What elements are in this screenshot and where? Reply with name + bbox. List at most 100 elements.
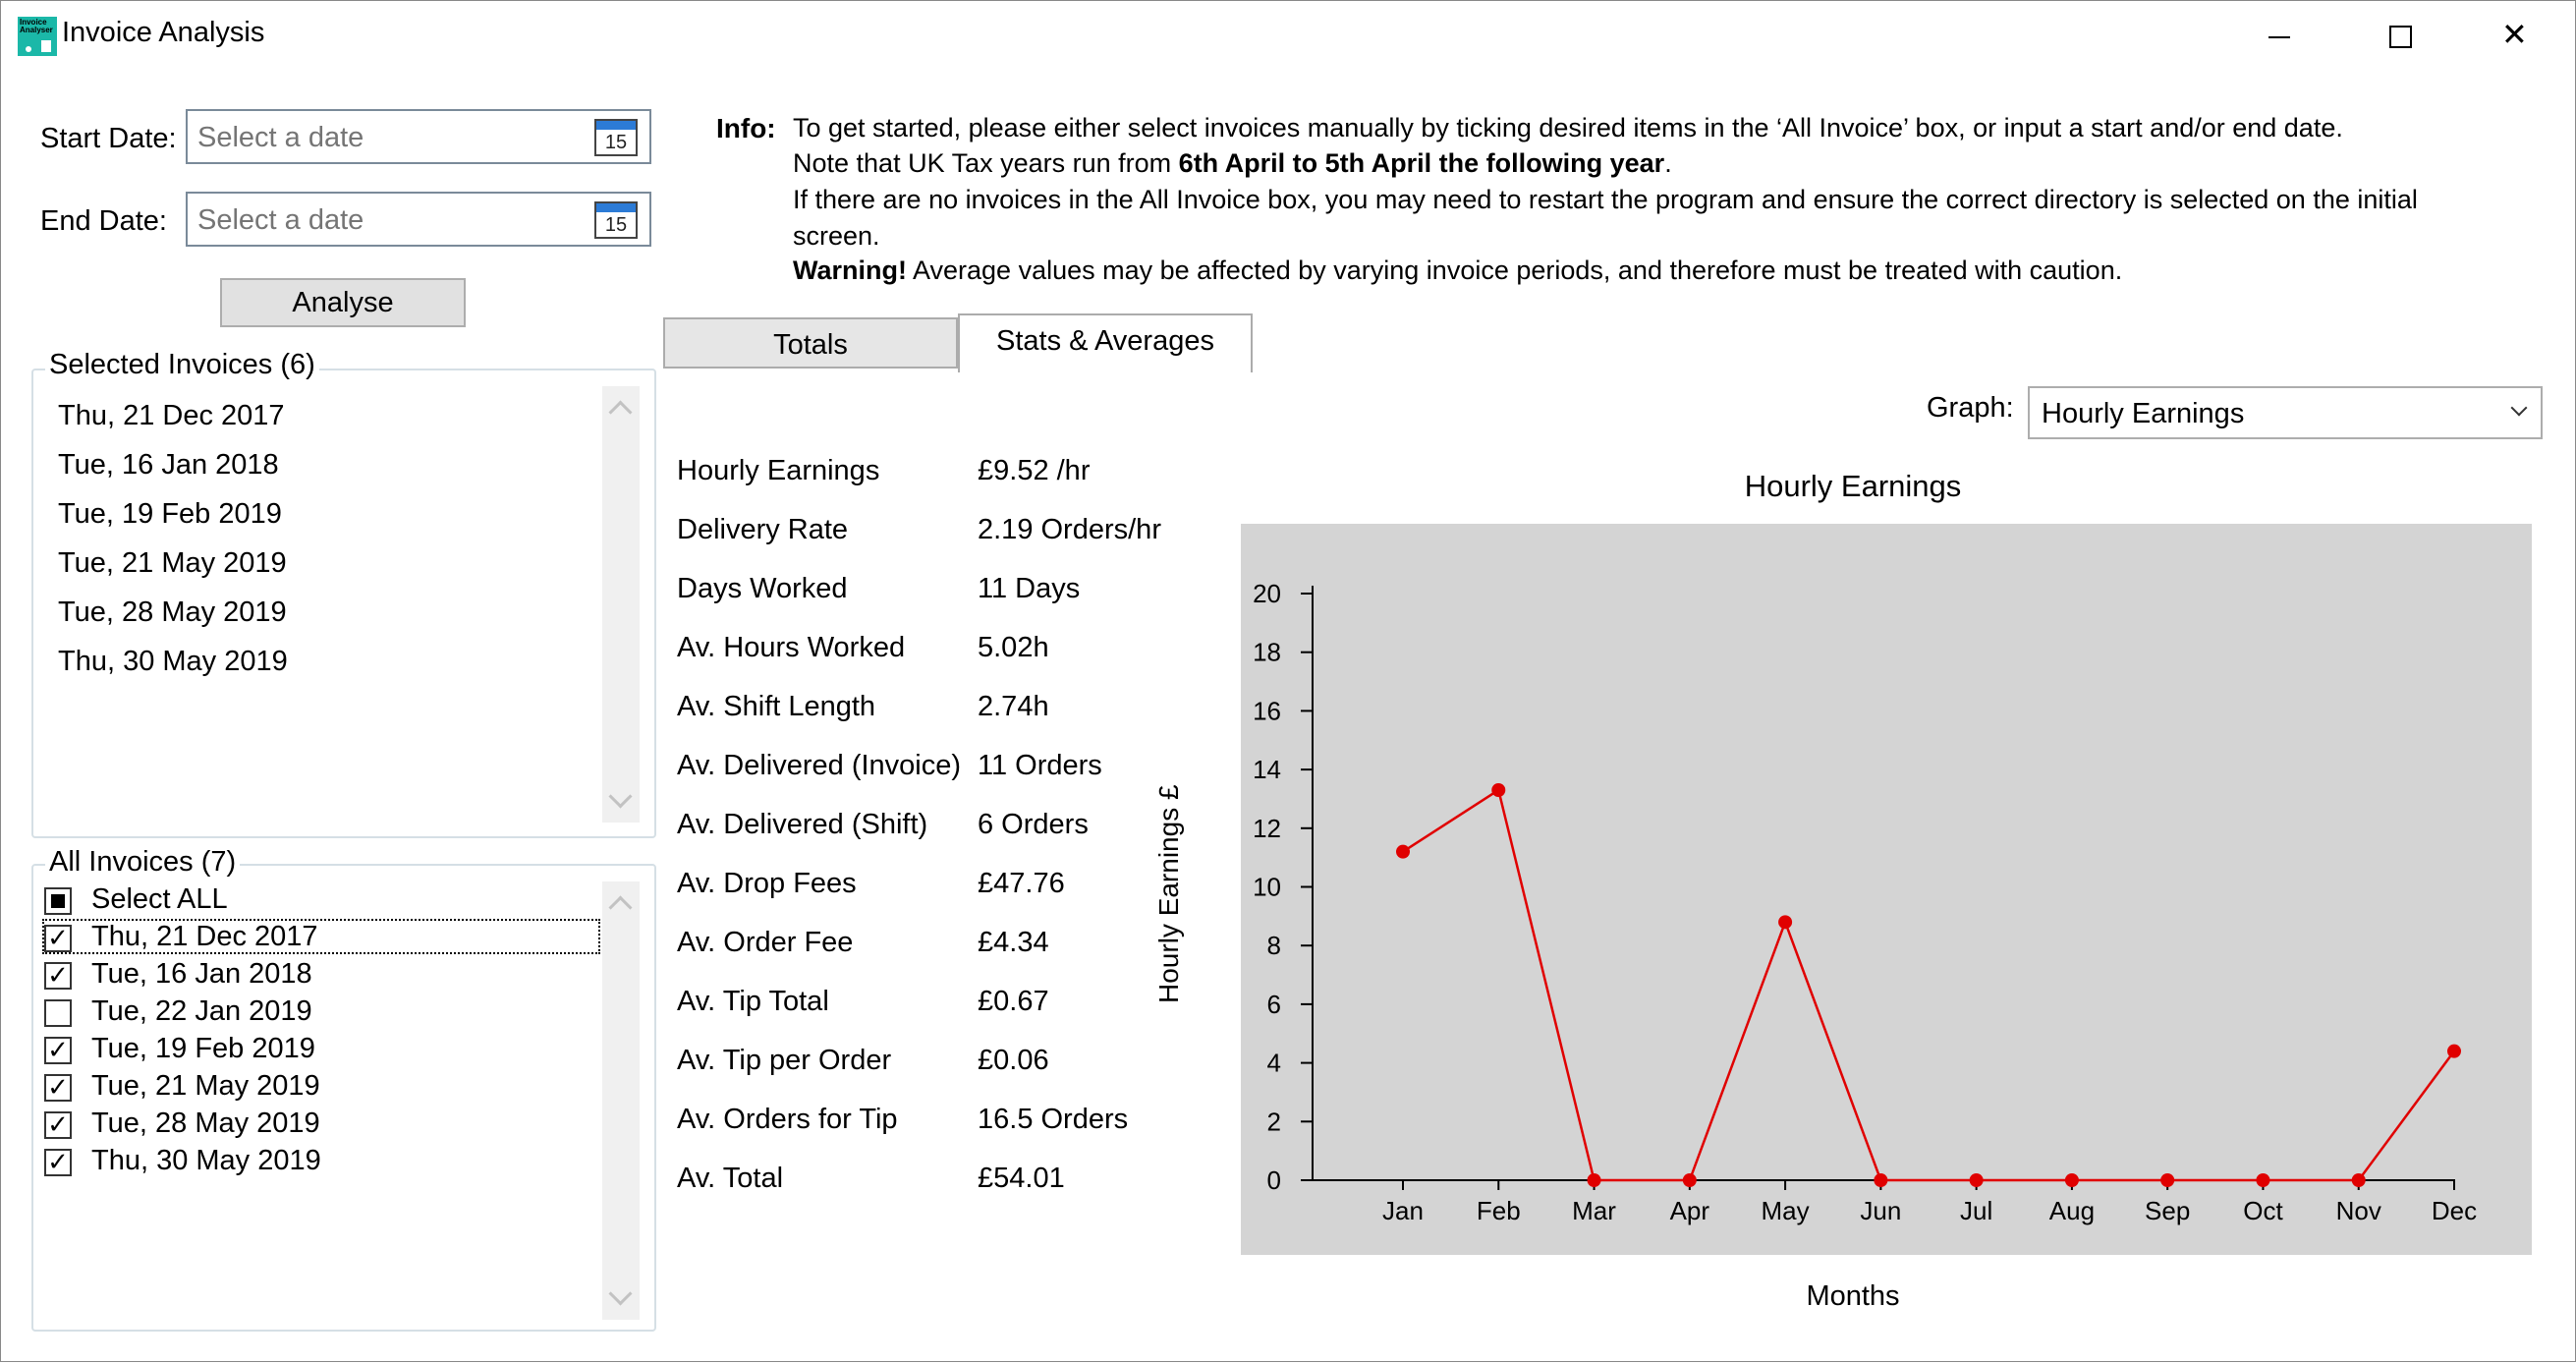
end-date-label: End Date: xyxy=(40,205,167,237)
selected-scrollbar[interactable] xyxy=(602,386,640,823)
checkbox-checked-icon[interactable]: ✓ xyxy=(44,1149,72,1176)
x-tick-label: Jul xyxy=(1960,1196,1992,1225)
checkbox-checked-icon[interactable]: ✓ xyxy=(44,1074,72,1102)
y-tick-label: 2 xyxy=(1267,1107,1281,1136)
close-icon[interactable]: ✕ xyxy=(2501,17,2528,52)
selected-invoice-item[interactable]: Tue, 19 Feb 2019 xyxy=(58,498,282,530)
x-tick-label: Oct xyxy=(2243,1196,2283,1225)
stat-label: Days Worked xyxy=(677,573,848,604)
end-date-picker[interactable]: 15 xyxy=(186,192,651,247)
selected-invoice-item[interactable]: Tue, 16 Jan 2018 xyxy=(58,449,279,481)
tab-stats-averages[interactable]: Stats & Averages xyxy=(958,313,1253,372)
x-tick-label: Dec xyxy=(2432,1196,2477,1225)
selected-invoice-item[interactable]: Thu, 21 Dec 2017 xyxy=(58,400,285,431)
y-tick-label: 16 xyxy=(1253,696,1281,725)
stat-label: Av. Order Fee xyxy=(677,927,854,958)
stat-label: Hourly Earnings xyxy=(677,455,880,486)
invoice-checkbox-item[interactable]: Tue, 22 Jan 2019 xyxy=(44,995,594,1031)
start-date-picker[interactable]: 15 xyxy=(186,109,651,164)
select-all-checkbox[interactable]: Select ALL xyxy=(44,883,594,919)
y-axis-label: Hourly Earnings £ xyxy=(1153,784,1184,1003)
stat-value: 2.19 Orders/hr xyxy=(978,514,1161,545)
y-tick-label: 10 xyxy=(1253,873,1281,902)
y-tick-label: 6 xyxy=(1267,990,1281,1019)
end-date-input[interactable] xyxy=(196,199,573,241)
x-axis-label: Months xyxy=(1806,1280,1900,1312)
invoice-checkbox-item[interactable]: ✓ Tue, 21 May 2019 xyxy=(44,1070,594,1106)
stat-value: 11 Days xyxy=(978,573,1081,604)
stat-value: 5.02h xyxy=(978,632,1049,663)
checkbox-unchecked-icon[interactable] xyxy=(44,999,72,1027)
stat-value: 6 Orders xyxy=(978,809,1089,840)
stat-label: Av. Delivered (Shift) xyxy=(677,809,928,840)
invoice-checkbox-label: Tue, 28 May 2019 xyxy=(91,1107,320,1139)
data-point xyxy=(2064,1173,2079,1187)
stat-label: Av. Shift Length xyxy=(677,691,876,722)
graph-select[interactable]: Hourly Earnings xyxy=(2028,386,2543,439)
info-warning: Warning! Average values may be affected … xyxy=(793,256,2123,285)
y-tick-label: 18 xyxy=(1253,638,1281,667)
stat-value: 11 Orders xyxy=(978,750,1102,781)
data-point xyxy=(1587,1173,1601,1187)
data-point xyxy=(2447,1044,2461,1058)
selected-invoices-group xyxy=(31,369,656,838)
stat-value: £54.01 xyxy=(978,1163,1065,1194)
selected-invoice-item[interactable]: Tue, 28 May 2019 xyxy=(58,596,287,628)
stat-value: £0.06 xyxy=(978,1045,1049,1076)
maximize-icon[interactable] xyxy=(2389,26,2412,48)
stat-value: £47.76 xyxy=(978,868,1065,899)
x-tick-label: Mar xyxy=(1572,1196,1616,1225)
tab-totals[interactable]: Totals xyxy=(663,317,958,369)
selected-invoice-item[interactable]: Thu, 30 May 2019 xyxy=(58,646,288,677)
calendar-icon[interactable]: 15 xyxy=(594,201,638,239)
data-point xyxy=(1874,1173,1888,1187)
start-date-input[interactable] xyxy=(196,117,573,158)
selected-invoice-item[interactable]: Tue, 21 May 2019 xyxy=(58,547,287,579)
checkbox-checked-icon[interactable]: ✓ xyxy=(44,1111,72,1139)
y-tick-label: 0 xyxy=(1267,1165,1281,1195)
stat-label: Av. Tip Total xyxy=(677,986,829,1017)
invoice-checkbox-label: Thu, 30 May 2019 xyxy=(91,1145,321,1176)
data-point xyxy=(1969,1173,1984,1187)
info-line-1: To get started, please either select inv… xyxy=(793,113,2343,142)
x-tick-label: Jan xyxy=(1382,1196,1424,1225)
invoice-checkbox-label: Tue, 22 Jan 2019 xyxy=(91,995,312,1027)
data-point xyxy=(1682,1173,1697,1187)
x-tick-label: Jun xyxy=(1860,1196,1901,1225)
stat-label: Av. Drop Fees xyxy=(677,868,857,899)
checkbox-checked-icon[interactable]: ✓ xyxy=(44,925,72,952)
invoice-checkbox-item[interactable]: ✓ Thu, 30 May 2019 xyxy=(44,1145,594,1180)
invoice-checkbox-item[interactable]: ✓ Tue, 28 May 2019 xyxy=(44,1107,594,1143)
data-point xyxy=(2256,1173,2270,1187)
invoice-checkbox-item[interactable]: ✓ Tue, 16 Jan 2018 xyxy=(44,958,594,994)
invoice-checkbox-label: Thu, 21 Dec 2017 xyxy=(91,921,318,952)
stat-label: Av. Total xyxy=(677,1163,784,1194)
y-tick-label: 4 xyxy=(1267,1049,1281,1078)
invoice-checkbox-item[interactable]: ✓ Tue, 19 Feb 2019 xyxy=(44,1033,594,1068)
stat-value: £0.67 xyxy=(978,986,1049,1017)
info-line-3: If there are no invoices in the All Invo… xyxy=(793,185,2418,214)
info-line-2: Note that UK Tax years run from 6th Apri… xyxy=(793,148,1672,178)
calendar-icon[interactable]: 15 xyxy=(594,119,638,156)
invoice-checkbox-item[interactable]: ✓ Thu, 21 Dec 2017 xyxy=(42,919,600,954)
checkbox-indeterminate-icon[interactable] xyxy=(44,887,72,915)
minimize-icon[interactable] xyxy=(2268,36,2290,38)
analyse-button[interactable]: Analyse xyxy=(220,278,466,327)
stat-value: 2.74h xyxy=(978,691,1049,722)
stat-value: £9.52 /hr xyxy=(978,455,1091,486)
stat-label: Av. Delivered (Invoice) xyxy=(677,750,962,781)
all-invoices-scrollbar[interactable] xyxy=(602,881,640,1320)
checkbox-checked-icon[interactable]: ✓ xyxy=(44,1037,72,1064)
stat-value: £4.34 xyxy=(978,927,1049,958)
stat-value: 16.5 Orders xyxy=(978,1104,1129,1135)
chart-area xyxy=(1241,524,2532,1255)
stat-label: Av. Hours Worked xyxy=(677,632,906,663)
y-tick-label: 12 xyxy=(1253,814,1281,843)
app-logo-icon: Invoice Analyser xyxy=(18,17,57,56)
x-tick-label: Feb xyxy=(1477,1196,1521,1225)
y-tick-label: 20 xyxy=(1253,579,1281,608)
data-point xyxy=(1396,844,1410,859)
checkbox-checked-icon[interactable]: ✓ xyxy=(44,962,72,990)
